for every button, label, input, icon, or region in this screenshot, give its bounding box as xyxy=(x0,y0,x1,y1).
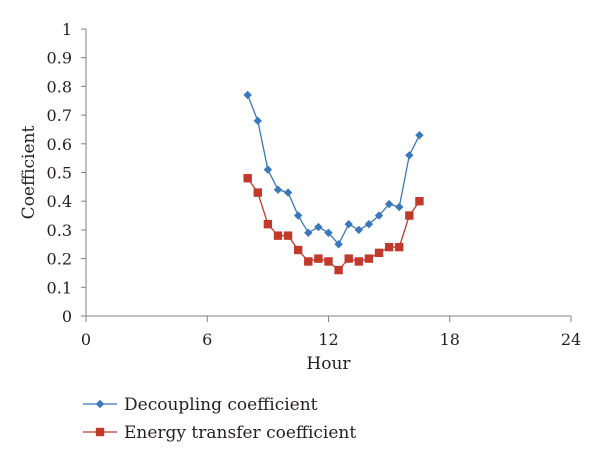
x-axis-title: Hour xyxy=(306,354,351,374)
legend-label: Decoupling coefficient xyxy=(124,395,318,415)
data-point xyxy=(273,185,283,194)
y-tick-label: 0 xyxy=(62,307,72,326)
data-point xyxy=(263,219,273,229)
data-point xyxy=(374,211,384,220)
x-ticks: 0 6 12 18 24 xyxy=(81,316,581,349)
data-point xyxy=(384,242,394,252)
data-point xyxy=(415,197,424,206)
data-point xyxy=(405,211,414,220)
x-tick-label: 24 xyxy=(561,330,581,349)
data-point xyxy=(364,219,374,229)
y-axis-title: Coefficient xyxy=(19,126,39,220)
y-tick-label: 0.7 xyxy=(47,106,72,125)
series-decoupling-coefficient xyxy=(243,90,424,249)
y-tick-label: 0.6 xyxy=(47,135,72,154)
data-point xyxy=(263,165,273,174)
x-tick-label: 6 xyxy=(202,330,212,349)
x-tick-label: 18 xyxy=(440,330,460,349)
axes xyxy=(85,29,571,317)
series-line xyxy=(247,94,421,246)
legend-label: Energy transfer coefficient xyxy=(124,423,356,443)
x-tick-label: 0 xyxy=(81,330,91,349)
data-point xyxy=(374,248,384,258)
y-tick-label: 1 xyxy=(62,20,72,39)
data-point xyxy=(273,231,283,240)
data-point xyxy=(344,219,353,229)
data-point xyxy=(314,254,323,263)
series-energy-transfer-coefficient xyxy=(243,174,424,275)
y-tick-label: 0.3 xyxy=(47,221,72,240)
y-ticks: 0 0.1 0.2 0.3 0.4 0.5 0.6 0.7 0.8 0.9 1 xyxy=(47,20,86,326)
y-tick-label: 0.8 xyxy=(47,77,72,96)
data-point xyxy=(253,116,262,126)
data-point xyxy=(293,211,303,220)
data-point xyxy=(364,254,374,263)
data-point xyxy=(395,202,404,212)
y-tick-label: 0.5 xyxy=(47,164,72,183)
data-point xyxy=(283,188,293,197)
y-tick-label: 0.1 xyxy=(47,278,72,297)
data-point xyxy=(304,257,313,266)
y-tick-label: 0.4 xyxy=(47,192,72,211)
plot-series xyxy=(243,90,424,275)
data-point xyxy=(95,427,105,437)
legend-item: Decoupling coefficient xyxy=(83,395,318,415)
data-point xyxy=(395,242,404,252)
data-point xyxy=(304,228,313,237)
data-point xyxy=(344,254,353,263)
x-tick-label: 12 xyxy=(318,330,338,349)
y-tick-label: 0.2 xyxy=(47,250,72,269)
legend: Decoupling coefficient Energy transfer co… xyxy=(83,395,356,443)
data-point xyxy=(243,174,252,183)
data-point xyxy=(293,245,303,255)
data-point xyxy=(253,188,262,197)
data-point xyxy=(354,225,364,235)
data-point xyxy=(283,231,293,240)
y-tick-label: 0.9 xyxy=(47,49,72,68)
data-point xyxy=(405,151,414,160)
data-point xyxy=(324,257,333,266)
data-point xyxy=(415,130,424,140)
data-point xyxy=(314,222,323,232)
data-point xyxy=(95,399,105,409)
series-line xyxy=(247,177,420,271)
data-point xyxy=(354,257,364,266)
data-point xyxy=(334,265,343,275)
data-point xyxy=(324,228,333,237)
data-point xyxy=(243,90,252,100)
data-point xyxy=(334,240,343,249)
data-point xyxy=(384,199,394,209)
legend-item: Energy transfer coefficient xyxy=(83,423,356,443)
